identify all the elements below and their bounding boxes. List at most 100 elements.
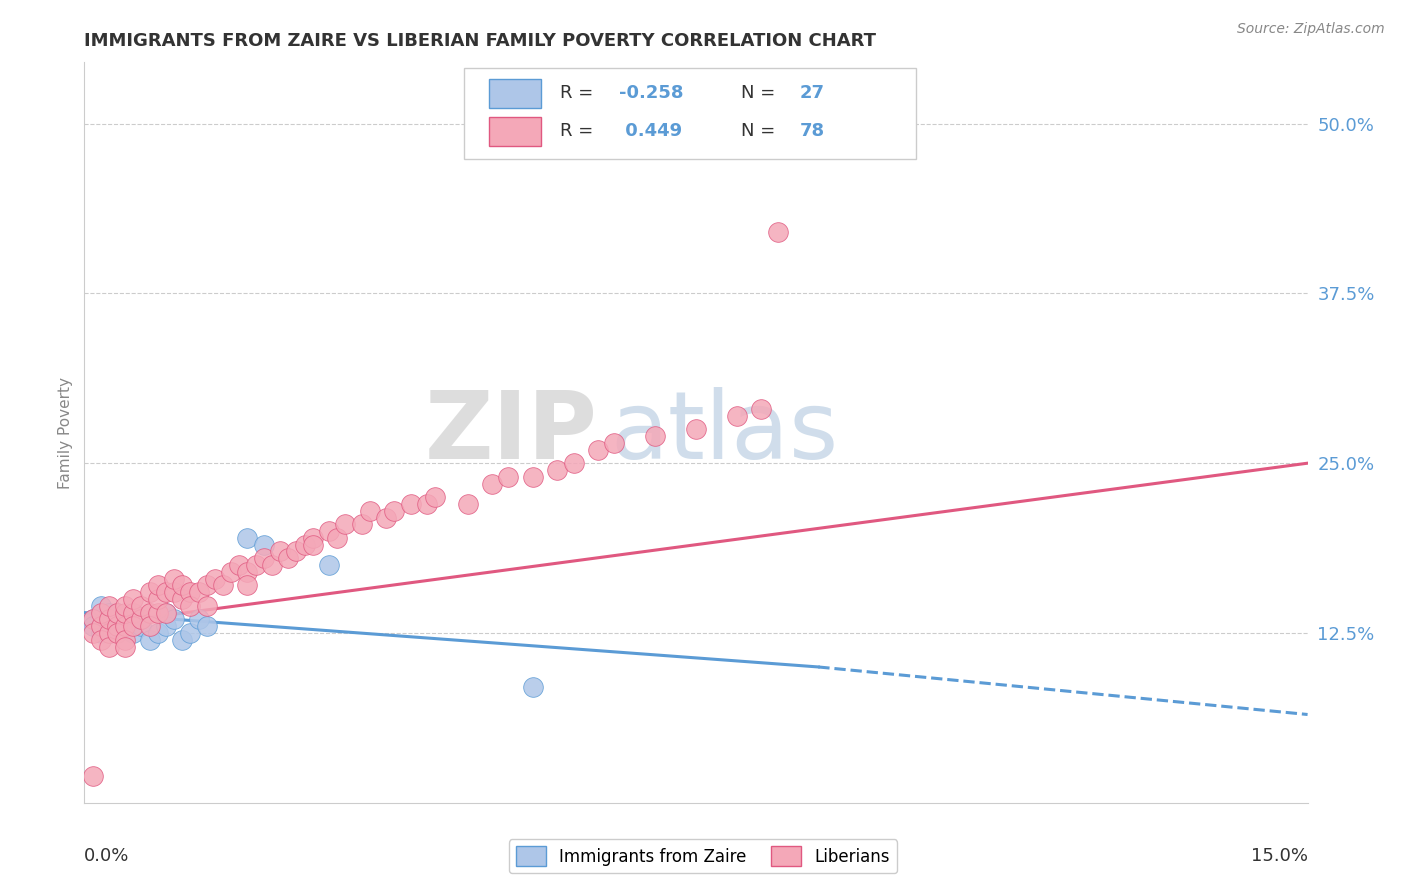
Point: [212, 578, 235, 592]
Point: [131, 612, 153, 626]
Point: [90, 599, 112, 613]
Point: [481, 476, 503, 491]
Point: [195, 578, 218, 592]
Point: [457, 497, 479, 511]
Point: [97, 626, 120, 640]
Point: [82, 626, 104, 640]
Point: [253, 551, 276, 566]
Point: [97, 612, 120, 626]
Point: [163, 612, 186, 626]
Point: [498, 469, 520, 483]
Point: [155, 585, 177, 599]
Point: [269, 544, 291, 558]
Text: IMMIGRANTS FROM ZAIRE VS LIBERIAN FAMILY POVERTY CORRELATION CHART: IMMIGRANTS FROM ZAIRE VS LIBERIAN FAMILY…: [84, 32, 876, 50]
Point: [90, 619, 112, 633]
Point: [138, 606, 160, 620]
Point: [685, 422, 707, 436]
Text: 0.0%: 0.0%: [84, 847, 129, 865]
Point: [318, 524, 340, 538]
Point: [228, 558, 250, 572]
Point: [138, 619, 160, 633]
Text: ZIP: ZIP: [425, 386, 598, 479]
Point: [163, 585, 186, 599]
Point: [195, 619, 218, 633]
Point: [522, 681, 544, 695]
Point: [105, 626, 128, 640]
Point: [382, 504, 405, 518]
Point: [90, 632, 112, 647]
Point: [146, 578, 169, 592]
Point: [375, 510, 398, 524]
Point: [131, 619, 153, 633]
Point: [105, 606, 128, 620]
Point: [146, 626, 169, 640]
Point: [105, 606, 128, 620]
Point: [90, 606, 112, 620]
Point: [122, 606, 145, 620]
Point: [138, 632, 160, 647]
Point: [236, 565, 259, 579]
Point: [114, 606, 136, 620]
Point: [97, 599, 120, 613]
Point: [253, 538, 276, 552]
Point: [277, 551, 299, 566]
Point: [399, 497, 422, 511]
FancyBboxPatch shape: [489, 117, 541, 146]
Text: 27: 27: [800, 84, 825, 103]
Text: N =: N =: [741, 84, 782, 103]
Point: [172, 632, 194, 647]
Point: [172, 578, 194, 592]
Point: [114, 612, 136, 626]
Point: [82, 769, 104, 783]
Text: R =: R =: [560, 84, 599, 103]
Point: [416, 497, 439, 511]
Point: [301, 531, 323, 545]
Point: [146, 592, 169, 607]
Point: [236, 531, 259, 545]
FancyBboxPatch shape: [489, 78, 541, 108]
Point: [359, 504, 381, 518]
Point: [122, 619, 145, 633]
FancyBboxPatch shape: [464, 69, 917, 159]
Text: N =: N =: [741, 122, 782, 140]
Point: [350, 517, 373, 532]
Point: [187, 585, 209, 599]
Point: [318, 558, 340, 572]
Point: [172, 592, 194, 607]
Point: [122, 592, 145, 607]
Point: [187, 612, 209, 626]
Point: [155, 619, 177, 633]
Point: [114, 619, 136, 633]
Y-axis label: Family Poverty: Family Poverty: [58, 376, 73, 489]
Point: [114, 599, 136, 613]
Point: [131, 612, 153, 626]
Point: [294, 538, 316, 552]
Point: [163, 572, 186, 586]
Point: [301, 538, 323, 552]
Point: [260, 558, 283, 572]
Point: [603, 435, 626, 450]
Point: [749, 401, 772, 416]
Text: R =: R =: [560, 122, 599, 140]
Point: [97, 626, 120, 640]
Point: [335, 517, 357, 532]
Point: [179, 626, 201, 640]
Point: [204, 572, 226, 586]
Point: [155, 606, 177, 620]
Point: [546, 463, 568, 477]
Point: [236, 578, 259, 592]
Point: [97, 606, 120, 620]
Point: [138, 585, 160, 599]
Text: Source: ZipAtlas.com: Source: ZipAtlas.com: [1237, 22, 1385, 37]
Point: [90, 626, 112, 640]
Point: [82, 612, 104, 626]
Point: [131, 599, 153, 613]
Point: [146, 606, 169, 620]
Text: atlas: atlas: [610, 386, 838, 479]
Point: [155, 606, 177, 620]
Text: -0.258: -0.258: [619, 84, 683, 103]
Point: [522, 469, 544, 483]
Text: 15.0%: 15.0%: [1250, 847, 1308, 865]
Point: [122, 606, 145, 620]
Point: [82, 612, 104, 626]
